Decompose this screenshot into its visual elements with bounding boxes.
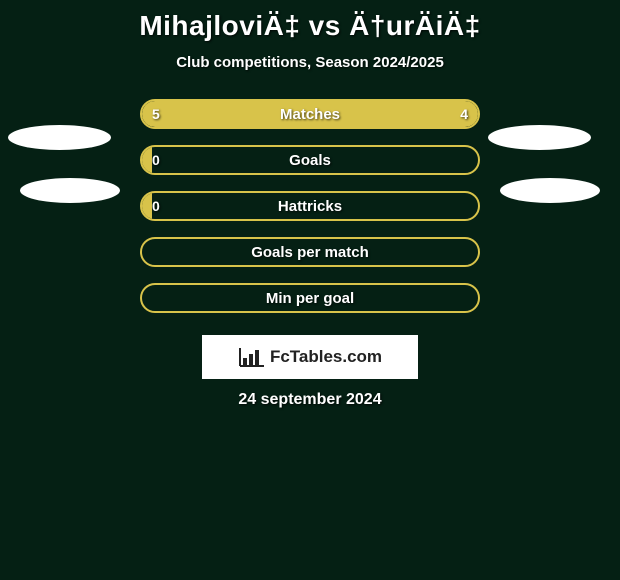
stat-row: Goals0 [0, 145, 620, 191]
stat-label: Hattricks [142, 193, 478, 219]
date-text: 24 september 2024 [0, 391, 620, 409]
stat-bar: Goals0 [140, 145, 480, 175]
stat-bar: Matches5 4 [140, 99, 480, 129]
stat-label: Goals per match [142, 239, 478, 265]
stat-value-left: 5 [152, 101, 160, 127]
stat-label: Min per goal [142, 285, 478, 311]
source-text: FcTables.com [270, 347, 382, 367]
stat-value-right: 4 [460, 101, 468, 127]
stat-value-left: 0 [152, 193, 160, 219]
stat-row: Hattricks0 [0, 191, 620, 237]
bar-chart-icon [238, 346, 266, 368]
stat-value-left: 0 [152, 147, 160, 173]
stat-bars: Matches54Goals0Hattricks0Goals per match… [0, 99, 620, 329]
stat-row: Goals per match [0, 237, 620, 283]
stat-row: Min per goal [0, 283, 620, 329]
stat-bar: Min per goal [140, 283, 480, 313]
stat-label: Matches [142, 101, 478, 127]
comparison-title: MihajloviÄ‡ vs Ä†urÄiÄ‡ [0, 0, 620, 42]
stat-bar: Hattricks0 [140, 191, 480, 221]
stat-label: Goals [142, 147, 478, 173]
stat-row: Matches5 4 [0, 99, 620, 145]
source-badge: FcTables.com [202, 335, 418, 379]
comparison-subtitle: Club competitions, Season 2024/2025 [0, 54, 620, 71]
stat-bar: Goals per match [140, 237, 480, 267]
